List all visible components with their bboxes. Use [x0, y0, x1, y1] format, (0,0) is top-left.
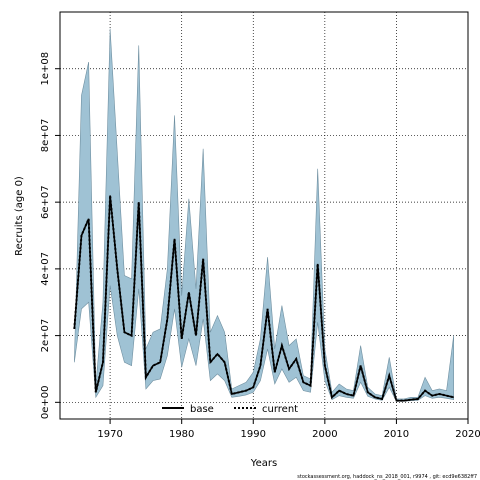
series-line-current: [73, 195, 454, 402]
y-tick-label-3: 6e+07: [40, 185, 51, 219]
y-axis-title: Recruits (age 0): [14, 176, 25, 256]
y-tick-label-0: 0e+00: [40, 386, 51, 420]
x-tick-label-0: 1970: [97, 429, 122, 440]
x-axis-title: Years: [250, 458, 277, 469]
y-axis: 0e+00 2e+07 4e+07 6e+07 8e+07 1e+08: [40, 52, 60, 419]
series-lines: [73, 195, 454, 402]
x-tick-label-3: 2000: [312, 429, 337, 440]
legend-label-current: current: [262, 404, 298, 415]
confidence-band: [74, 28, 454, 402]
y-tick-label-5: 1e+08: [40, 52, 51, 86]
x-tick-label-1: 1980: [169, 429, 194, 440]
x-tick-label-5: 2020: [455, 429, 480, 440]
plot-frame: [59, 11, 469, 420]
y-tick-label-2: 4e+07: [40, 252, 51, 286]
x-tick-label-4: 2010: [384, 429, 409, 440]
legend-label-base: base: [190, 404, 214, 415]
x-axis: 1970 1980 1990 2000 2010 2020: [97, 419, 480, 440]
x-tick-label-2: 1990: [241, 429, 266, 440]
footnote: stockassessment.org, haddock_ns_2018_001…: [297, 474, 477, 480]
y-tick-label-1: 2e+07: [40, 319, 51, 353]
y-tick-label-4: 8e+07: [40, 119, 51, 153]
legend: base current: [162, 404, 298, 415]
